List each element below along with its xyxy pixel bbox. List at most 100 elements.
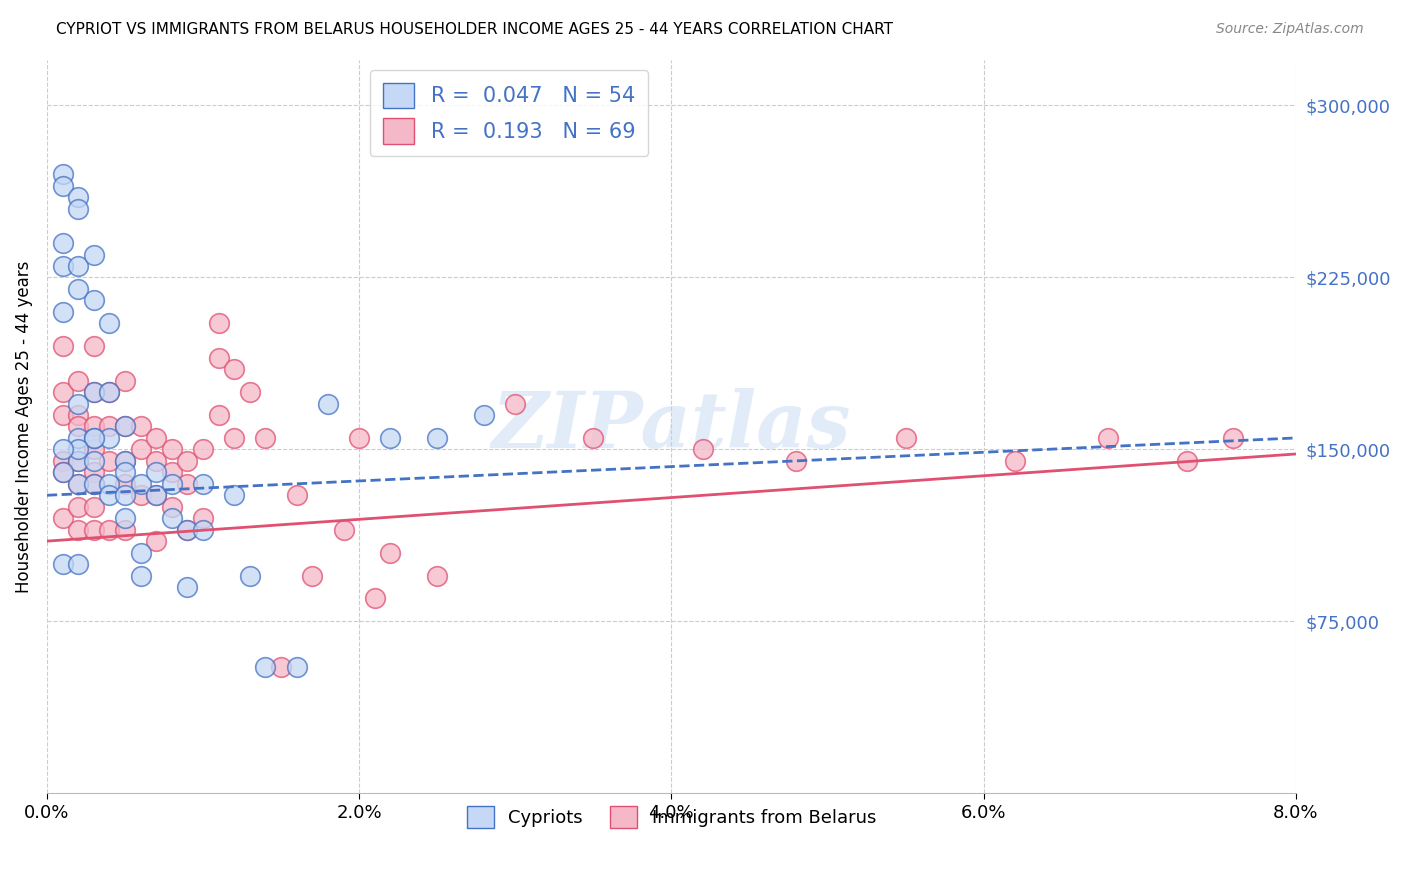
Point xyxy=(114,419,136,434)
Point xyxy=(98,454,121,468)
Point xyxy=(67,190,90,204)
Point xyxy=(114,488,136,502)
Legend: Cypriots, Immigrants from Belarus: Cypriots, Immigrants from Belarus xyxy=(460,799,883,836)
Point xyxy=(316,396,339,410)
Point xyxy=(191,511,214,525)
Point xyxy=(67,454,90,468)
Point xyxy=(67,454,90,468)
Point xyxy=(51,167,73,181)
Y-axis label: Householder Income Ages 25 - 44 years: Householder Income Ages 25 - 44 years xyxy=(15,260,32,592)
Point xyxy=(160,442,183,457)
Point xyxy=(51,466,73,480)
Point xyxy=(98,316,121,330)
Point xyxy=(114,454,136,468)
Point xyxy=(224,362,246,376)
Point xyxy=(145,431,167,445)
Point xyxy=(67,523,90,537)
Point xyxy=(582,431,605,445)
Point xyxy=(224,488,246,502)
Point xyxy=(51,259,73,273)
Point xyxy=(83,466,105,480)
Point xyxy=(51,557,73,571)
Point xyxy=(114,374,136,388)
Point xyxy=(145,466,167,480)
Point xyxy=(332,523,354,537)
Point xyxy=(51,408,73,422)
Point xyxy=(83,431,105,445)
Point xyxy=(207,351,229,365)
Point xyxy=(160,476,183,491)
Point xyxy=(129,568,152,582)
Point xyxy=(51,442,73,457)
Point xyxy=(67,259,90,273)
Point xyxy=(692,442,714,457)
Point xyxy=(1004,454,1026,468)
Point xyxy=(129,442,152,457)
Point xyxy=(270,660,292,674)
Point xyxy=(380,545,402,559)
Point xyxy=(145,488,167,502)
Point xyxy=(83,385,105,400)
Point xyxy=(98,385,121,400)
Point xyxy=(894,431,917,445)
Point xyxy=(51,305,73,319)
Point xyxy=(67,419,90,434)
Point xyxy=(129,419,152,434)
Point xyxy=(83,500,105,514)
Point xyxy=(160,511,183,525)
Point xyxy=(67,442,90,457)
Point xyxy=(67,431,90,445)
Point xyxy=(67,500,90,514)
Point xyxy=(51,385,73,400)
Point xyxy=(145,488,167,502)
Point xyxy=(83,385,105,400)
Point xyxy=(129,476,152,491)
Point xyxy=(114,511,136,525)
Point xyxy=(83,247,105,261)
Point xyxy=(503,396,526,410)
Point xyxy=(285,660,308,674)
Point xyxy=(83,293,105,308)
Point xyxy=(254,431,277,445)
Point xyxy=(160,500,183,514)
Point xyxy=(83,442,105,457)
Point xyxy=(254,660,277,674)
Point xyxy=(191,523,214,537)
Point xyxy=(67,408,90,422)
Point xyxy=(347,431,370,445)
Point xyxy=(426,431,449,445)
Point xyxy=(51,235,73,250)
Point xyxy=(364,591,387,606)
Point xyxy=(67,557,90,571)
Point xyxy=(285,488,308,502)
Point xyxy=(785,454,807,468)
Point xyxy=(114,466,136,480)
Point xyxy=(176,580,198,594)
Point xyxy=(426,568,449,582)
Point xyxy=(83,419,105,434)
Point xyxy=(129,545,152,559)
Point xyxy=(51,178,73,193)
Point xyxy=(98,385,121,400)
Point xyxy=(1175,454,1198,468)
Point xyxy=(67,396,90,410)
Point xyxy=(83,431,105,445)
Point xyxy=(239,385,262,400)
Text: ZIPatlas: ZIPatlas xyxy=(492,388,851,465)
Point xyxy=(224,431,246,445)
Point xyxy=(83,476,105,491)
Point xyxy=(114,476,136,491)
Point xyxy=(114,454,136,468)
Point xyxy=(51,466,73,480)
Point xyxy=(176,454,198,468)
Point xyxy=(67,282,90,296)
Point xyxy=(51,454,73,468)
Point xyxy=(207,316,229,330)
Point xyxy=(301,568,323,582)
Point xyxy=(191,442,214,457)
Point xyxy=(176,523,198,537)
Text: Source: ZipAtlas.com: Source: ZipAtlas.com xyxy=(1216,22,1364,37)
Point xyxy=(191,476,214,491)
Point xyxy=(145,534,167,549)
Point xyxy=(239,568,262,582)
